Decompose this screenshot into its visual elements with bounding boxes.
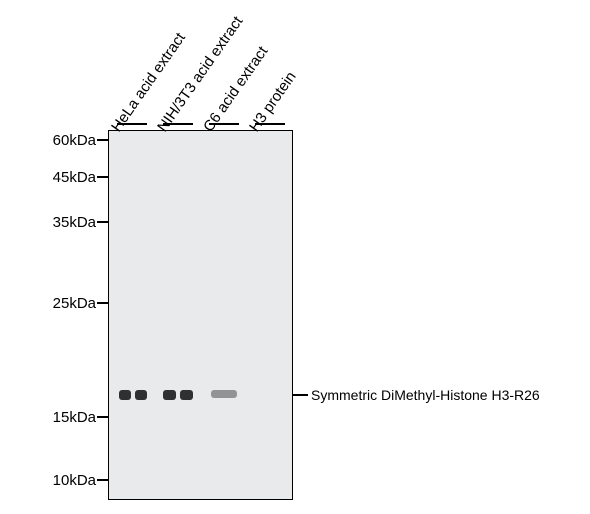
blot-band: [135, 390, 147, 400]
mw-marker-tick: [97, 479, 108, 481]
blot-band: [180, 390, 193, 400]
band-annotation-tick: [293, 394, 308, 396]
band-annotation-label: Symmetric DiMethyl-Histone H3-R26: [311, 387, 540, 403]
lane-underline: [209, 123, 239, 125]
blot-band: [163, 390, 176, 400]
lane-underline: [255, 123, 285, 125]
mw-marker-label: 10kDa: [0, 472, 96, 489]
mw-marker-tick: [97, 416, 108, 418]
mw-marker-tick: [97, 139, 108, 141]
mw-marker-label: 25kDa: [0, 295, 96, 312]
mw-marker-tick: [97, 221, 108, 223]
blot-band: [211, 390, 237, 398]
mw-marker-label: 45kDa: [0, 169, 96, 186]
mw-marker-tick: [97, 176, 108, 178]
lane-label: NIH/3T3 acid extract: [154, 13, 246, 135]
mw-marker-label: 60kDa: [0, 132, 96, 149]
lane-underline: [163, 123, 193, 125]
mw-marker-label: 35kDa: [0, 214, 96, 231]
lane-underline: [117, 123, 147, 125]
mw-marker-label: 15kDa: [0, 409, 96, 426]
lane-label: H3 protein: [246, 69, 300, 135]
blot-membrane: [108, 130, 293, 500]
blot-band: [119, 390, 131, 400]
western-blot-figure: HeLa acid extractNIH/3T3 acid extractC6 …: [0, 0, 590, 514]
mw-marker-tick: [97, 302, 108, 304]
